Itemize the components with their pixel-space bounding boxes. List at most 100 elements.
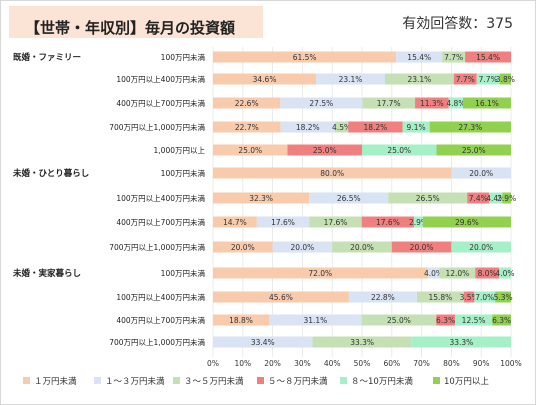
bar-segment	[492, 314, 511, 326]
data-label: 31.1%	[303, 316, 327, 325]
legend-label: １～３万円未満	[105, 376, 165, 387]
bar-segment	[391, 241, 452, 253]
x-tick-label: 10%	[234, 359, 251, 368]
x-tick-label: 30%	[294, 359, 311, 368]
data-label: 5.3%	[494, 293, 513, 302]
data-label: 20.0%	[350, 243, 374, 252]
legend-label: ３～５万円未満	[184, 376, 244, 387]
legend-swatch	[173, 377, 180, 384]
bar-segment	[213, 121, 281, 133]
data-label: 18.8%	[229, 316, 253, 325]
bar-segment	[213, 336, 313, 348]
data-label: 61.5%	[293, 53, 317, 62]
x-tick-label: 0%	[207, 359, 219, 368]
bar-segment	[416, 291, 464, 303]
bar-segment	[213, 216, 257, 228]
x-tick-label: 20%	[264, 359, 281, 368]
bar-segment	[348, 291, 417, 303]
legend-swatch	[23, 377, 30, 384]
bar-segment	[269, 314, 362, 326]
bar-segment	[361, 314, 437, 326]
category-label: 100万円以上400万円未満	[116, 193, 205, 203]
x-tick-label: 60%	[383, 359, 400, 368]
legend-swatch	[340, 377, 347, 384]
data-label: 26.5%	[337, 194, 361, 203]
group-label: 未婚・ひとり暮らし	[12, 168, 89, 179]
data-label: 23.1%	[407, 75, 431, 84]
x-tick-label: 50%	[354, 359, 371, 368]
category-label: 100万円未満	[161, 52, 206, 62]
bar-segment	[348, 121, 403, 133]
bar-segment	[463, 97, 511, 109]
data-label: 18.2%	[363, 123, 387, 132]
data-label: 20.0%	[469, 243, 493, 252]
data-label: 3.5%	[460, 293, 479, 302]
category-label: 700万円以上1,000万円未満	[109, 242, 205, 252]
data-label: 26.5%	[416, 194, 440, 203]
bar-segment	[213, 291, 349, 303]
data-label: 4.5%	[332, 123, 351, 132]
bar-segment	[448, 97, 464, 109]
data-label: 15.8%	[428, 293, 452, 302]
legend-label: ８～10万円未満	[351, 376, 413, 387]
bar-segment	[388, 192, 468, 204]
x-tick-label: 80%	[443, 359, 460, 368]
category-label: 100万円未満	[161, 268, 206, 278]
bar-segment	[213, 73, 317, 85]
bar-segment	[495, 291, 511, 303]
legend-label: ５～８万円未満	[268, 376, 328, 387]
data-label: 22.7%	[235, 123, 259, 132]
bar-segment	[436, 144, 511, 156]
data-label: 22.6%	[235, 99, 259, 108]
bar-segment	[467, 192, 490, 204]
data-label: 12.0%	[445, 269, 469, 278]
legend-swatch	[433, 377, 440, 384]
bar-segment	[361, 216, 415, 228]
category-label: 1,000万円以上	[154, 146, 206, 155]
bar-segment	[415, 97, 449, 109]
bar-segment	[309, 216, 362, 228]
bar-segment	[502, 192, 511, 204]
bar-segment	[272, 241, 333, 253]
data-label: 32.3%	[249, 194, 273, 203]
data-label: 33.3%	[449, 338, 473, 347]
bar-segment	[454, 314, 493, 326]
data-label: 17.6%	[376, 218, 400, 227]
bar-segment	[280, 97, 363, 109]
bar-segment	[451, 167, 511, 179]
bar-segment	[414, 216, 423, 228]
x-tick-label: 70%	[413, 359, 430, 368]
data-label: 33.4%	[251, 338, 275, 347]
data-label: 7.7%	[479, 75, 498, 84]
bar-segment	[213, 167, 452, 179]
category-label: 100万円以上400万円未満	[116, 292, 205, 302]
x-tick-label: 40%	[324, 359, 341, 368]
group-label: 未婚・実家暮らし	[12, 268, 81, 279]
data-label: 4.8%	[446, 99, 465, 108]
data-label: 12.5%	[462, 316, 486, 325]
bar-segment	[332, 241, 392, 253]
category-label: 100万円未満	[161, 168, 206, 178]
data-label: 80.0%	[320, 169, 344, 178]
bar-segment	[463, 291, 475, 303]
data-label: 45.6%	[269, 293, 293, 302]
bar-segment	[489, 192, 503, 204]
x-tick-label: 100%	[500, 359, 521, 368]
bar-segment	[309, 192, 389, 204]
bar-segment	[411, 336, 511, 348]
data-label: 22.8%	[371, 293, 395, 302]
data-label: 18.2%	[296, 123, 320, 132]
data-label: 3.8%	[496, 75, 515, 84]
data-label: 25.0%	[313, 146, 337, 155]
bar-segment	[213, 314, 270, 326]
data-label: 6.3%	[492, 316, 511, 325]
bar-segment	[287, 144, 362, 156]
data-label: 72.0%	[308, 269, 332, 278]
category-label: 700万円以上1,000万円未満	[109, 122, 205, 132]
bar-segment	[422, 216, 511, 228]
data-label: 15.4%	[476, 53, 500, 62]
bar-segment	[213, 241, 273, 253]
data-label: 7.4%	[469, 194, 488, 203]
